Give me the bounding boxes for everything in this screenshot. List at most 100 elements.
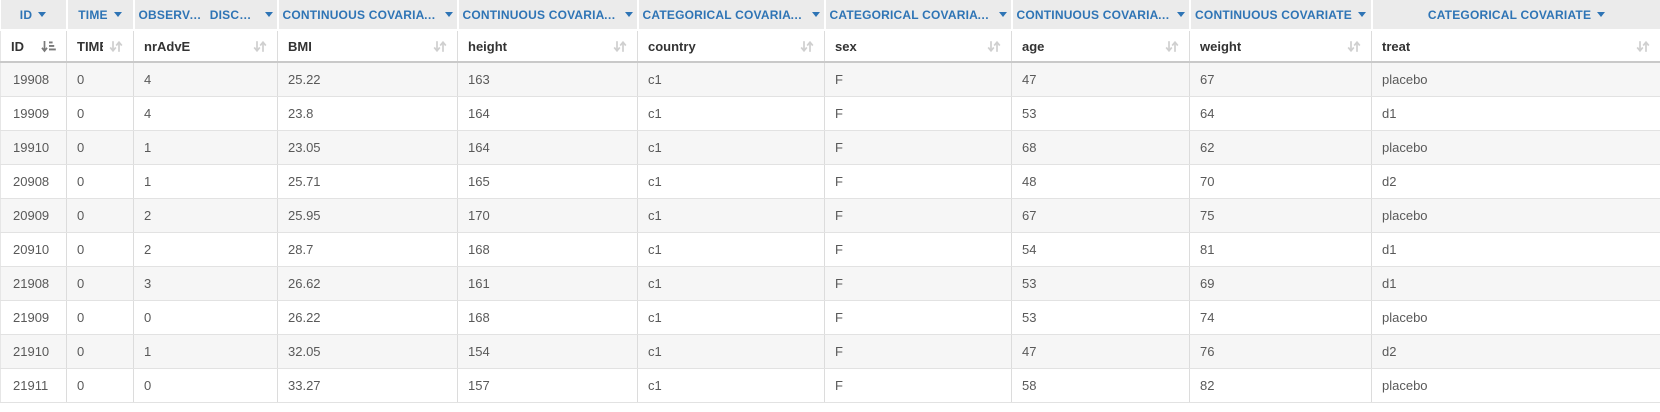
caret-down-icon [444,12,453,17]
column-name-row: ID TIME nrAdvE BMI height country sex age weight… [0,30,1660,63]
column-type-dropdown-age[interactable]: CONTINUOUS COVARIATE [1017,8,1185,22]
column-header-inner: treat [1382,39,1650,54]
table-row: 21911 0 0 33.27 157 c1 F 58 82 placebo [0,368,1660,403]
column-name-label: BMI [288,38,312,54]
cell-treat: placebo [1371,62,1660,97]
cell-TIME: 0 [66,198,134,233]
caret-down-icon [113,12,122,17]
cell-height: 168 [457,232,638,267]
cell-ID: 21908 [0,266,67,301]
column-header-treat[interactable]: treat [1371,30,1660,63]
table-row: 21909 0 0 26.22 168 c1 F 53 74 placebo [0,300,1660,335]
cell-sex: F [824,96,1012,131]
column-header-height[interactable]: height [457,30,638,63]
cell-TIME: 0 [66,164,134,199]
sort-icon [433,40,447,53]
column-type-label: CATEGORICAL COVARIATE [829,7,993,22]
cell-age: 54 [1011,232,1190,267]
column-header-TIME[interactable]: TIME [66,30,134,63]
column-type-dropdown-sex[interactable]: CATEGORICAL COVARIATE [830,8,1007,22]
column-type-cell-nrAdvE: OBSERVATI… DISCRETE [133,0,279,31]
column-header-sex[interactable]: sex [824,30,1012,63]
column-type-dropdown-height[interactable]: CONTINUOUS COVARIATE [463,8,633,22]
column-type-dropdown-treat[interactable]: CATEGORICAL COVARIATE [1428,8,1606,22]
column-header-ID[interactable]: ID [0,30,67,63]
cell-nrAdvE: 0 [133,368,278,403]
table-row: 19910 0 1 23.05 164 c1 F 68 62 placebo [0,130,1660,165]
column-header-inner: TIME [77,39,123,54]
column-type-row: ID TIME OBSERVATI… DISCRETE CONTINUOUS COVAR… [0,0,1660,31]
cell-weight: 69 [1189,266,1372,301]
cell-age: 68 [1011,130,1190,165]
column-type-dropdown-ID[interactable]: ID [19,7,47,22]
cell-ID: 20908 [0,164,67,199]
cell-weight: 64 [1189,96,1372,131]
cell-age: 53 [1011,300,1190,335]
cell-weight: 62 [1189,130,1372,165]
column-header-inner: ID [11,39,56,54]
column-header-inner: weight [1200,39,1361,54]
column-type-dropdown-nrAdvE[interactable]: OBSERVATI… DISCRETE [139,8,273,22]
cell-ID: 20910 [0,232,67,267]
cell-country: c1 [637,334,825,369]
caret-down-icon [624,12,633,17]
cell-age: 53 [1011,96,1190,131]
column-type-label: CONTINUOUS COVARIATE [1195,7,1352,22]
column-type-dropdown-country[interactable]: CATEGORICAL COVARIATE [643,8,820,22]
cell-country: c1 [637,96,825,131]
cell-age: 48 [1011,164,1190,199]
column-type-cell-sex: CATEGORICAL COVARIATE [824,0,1013,31]
column-name-label: nrAdvE [144,38,191,54]
column-header-age[interactable]: age [1011,30,1190,63]
sort-icon [109,40,123,53]
cell-weight: 70 [1189,164,1372,199]
cell-height: 154 [457,334,638,369]
cell-weight: 81 [1189,232,1372,267]
cell-BMI: 33.27 [277,368,458,403]
cell-treat: placebo [1371,368,1660,403]
sort-icon [1636,40,1650,53]
data-grid: ID TIME OBSERVATI… DISCRETE CONTINUOUS COVAR… [0,0,1660,403]
cell-nrAdvE: 0 [133,300,278,335]
cell-ID: 20909 [0,198,67,233]
column-type-cell-BMI: CONTINUOUS COVARIATE [277,0,459,31]
column-type-dropdown-BMI[interactable]: CONTINUOUS COVARIATE [283,8,453,22]
cell-nrAdvE: 3 [133,266,278,301]
column-type-cell-treat: CATEGORICAL COVARIATE [1371,0,1660,31]
sort-icon [1347,40,1361,53]
column-name-label: ID [11,38,24,54]
column-header-nrAdvE[interactable]: nrAdvE [133,30,278,63]
column-type-label: CONTINUOUS COVARIATE [1016,7,1171,22]
column-header-inner: age [1022,39,1179,54]
cell-TIME: 0 [66,368,134,403]
cell-BMI: 28.7 [277,232,458,267]
cell-nrAdvE: 4 [133,96,278,131]
cell-sex: F [824,368,1012,403]
cell-height: 157 [457,368,638,403]
cell-TIME: 0 [66,62,134,97]
cell-BMI: 23.05 [277,130,458,165]
cell-sex: F [824,334,1012,369]
table-row: 20910 0 2 28.7 168 c1 F 54 81 d1 [0,232,1660,267]
column-type-label: TIME [78,7,108,22]
column-type-dropdown-TIME[interactable]: TIME [78,7,122,22]
cell-BMI: 32.05 [277,334,458,369]
column-header-BMI[interactable]: BMI [277,30,458,63]
column-type-label: CONTINUOUS COVARIATE [282,7,439,22]
caret-down-icon [1176,12,1185,17]
cell-country: c1 [637,164,825,199]
cell-TIME: 0 [66,130,134,165]
cell-weight: 67 [1189,62,1372,97]
column-type-label: CONTINUOUS COVARIATE [462,7,619,22]
column-type-label: ID [19,7,33,22]
caret-down-icon [811,12,820,17]
column-header-country[interactable]: country [637,30,825,63]
cell-country: c1 [637,198,825,233]
column-header-inner: nrAdvE [144,39,267,54]
column-header-weight[interactable]: weight [1189,30,1372,63]
column-type-dropdown-weight[interactable]: CONTINUOUS COVARIATE [1195,8,1366,22]
column-type-cell-height: CONTINUOUS COVARIATE [457,0,639,31]
cell-weight: 75 [1189,198,1372,233]
cell-weight: 82 [1189,368,1372,403]
